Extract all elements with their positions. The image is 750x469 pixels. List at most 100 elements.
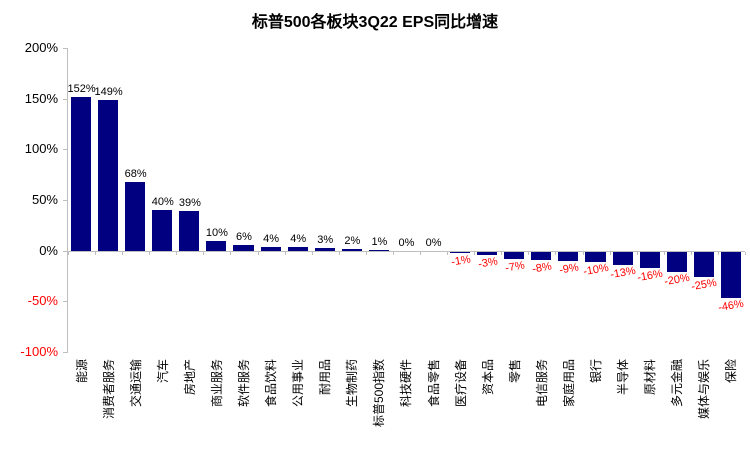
y-axis-tick (63, 149, 68, 150)
category-label: 媒体与娱乐 (697, 359, 712, 420)
bar-slot: 39% 房地产 (176, 48, 203, 469)
category-label: 食品零售 (426, 359, 441, 408)
x-axis-tick (583, 252, 584, 255)
x-axis-tick (203, 252, 204, 255)
category-label: 软件服务 (237, 359, 251, 408)
bar-slot: 68% 交通运输 (122, 48, 149, 469)
category-label: 电信服务 (534, 359, 549, 408)
bar-slot: -1% 医疗设备 (447, 48, 474, 469)
bar-slot: 4% 公用事业 (285, 48, 312, 469)
bar-slot: 1% 标普500指数 (366, 48, 393, 469)
bar-slot: -9% 家庭用品 (555, 48, 582, 469)
bar (612, 252, 633, 265)
chart-title: 标普500各板块3Q22 EPS同比增速 (251, 14, 499, 31)
y-axis-label: -100% (20, 344, 58, 359)
bar-slot: -25% 媒体与娱乐 (691, 48, 718, 469)
bar (179, 211, 200, 251)
bar-slot: 152% 能源 (67, 48, 96, 469)
y-axis-tick (63, 99, 68, 100)
y-axis-tick (63, 200, 68, 201)
category-label: 交通运输 (128, 359, 143, 408)
x-axis-tick (718, 252, 719, 255)
y-axis-label: 100% (24, 141, 58, 156)
value-label: 4% (263, 233, 280, 245)
x-axis-tick (339, 252, 340, 255)
value-label: 1% (371, 236, 388, 248)
bar (233, 245, 254, 251)
bar-slot: 10% 商业服务 (203, 48, 230, 469)
category-label: 耐用品 (318, 359, 333, 396)
value-label: 40% (151, 196, 174, 208)
category-label: 能源 (74, 359, 89, 384)
x-axis-tick (122, 252, 123, 255)
y-axis-tick (63, 251, 68, 252)
bar (314, 248, 335, 251)
category-label: 消费者服务 (101, 359, 116, 420)
y-axis-label: -50% (27, 293, 58, 308)
bar (531, 252, 552, 260)
bar-slot: 3% 耐用品 (312, 48, 339, 469)
x-axis-tick (230, 252, 231, 255)
bar (206, 241, 227, 251)
bar (585, 252, 606, 262)
bar (693, 252, 714, 277)
bar-slot: -10% 银行 (582, 48, 610, 469)
bar (368, 250, 389, 251)
category-label: 零售 (507, 359, 522, 384)
category-label: 房地产 (182, 359, 197, 396)
x-axis-tick (610, 252, 611, 255)
x-axis-tick (637, 252, 638, 255)
bar (287, 247, 308, 251)
bar-slot: 40% 汽车 (149, 48, 176, 469)
bar (477, 252, 498, 255)
x-axis-tick (393, 252, 394, 255)
value-label: 152% (67, 83, 96, 95)
x-axis-tick (501, 252, 502, 255)
value-label: -1% (449, 253, 472, 269)
x-axis-tick (555, 252, 556, 255)
bar-slot: 149% 消费者服务 (95, 48, 123, 469)
category-label: 标普500指数 (372, 359, 387, 428)
x-axis-tick (691, 252, 692, 255)
category-label: 多元金融 (670, 359, 685, 408)
bar (71, 97, 92, 251)
bar-slot: 0% 科技硬件 (393, 48, 420, 469)
value-label: -7% (504, 259, 526, 275)
value-label: -9% (558, 261, 580, 277)
bar-slot: -46% 保险 (718, 48, 745, 469)
bar-slot: 6% 软件服务 (230, 48, 257, 469)
y-axis-label: 0% (39, 243, 58, 258)
x-axis-tick (95, 252, 96, 255)
value-label: 39% (178, 197, 201, 209)
bar-slot: 2% 生物制药 (339, 48, 366, 469)
bar (98, 100, 119, 251)
x-axis-tick (745, 252, 746, 255)
y-axis-label: 50% (31, 192, 58, 207)
category-label: 汽车 (155, 359, 170, 384)
value-label: 4% (290, 233, 307, 245)
x-axis-tick (366, 252, 367, 255)
category-label: 科技硬件 (399, 359, 414, 408)
bar-slot: 4% 食品饮料 (258, 48, 285, 469)
value-label: 2% (344, 235, 361, 247)
category-label: 食品饮料 (264, 359, 279, 408)
value-label: 3% (317, 234, 334, 246)
category-label: 银行 (589, 359, 604, 384)
x-axis-tick (447, 252, 448, 255)
y-axis-tick (63, 352, 68, 353)
x-axis-tick (664, 252, 665, 255)
value-label: -20% (663, 271, 691, 289)
x-axis-tick (420, 252, 421, 255)
bars-container: 152% 能源 149% 消费者服务 68% 交通运输 40% 汽车 39% 房地产 10% 商业服务… (67, 48, 745, 469)
category-label: 半导体 (616, 359, 631, 396)
bar (720, 252, 741, 298)
category-label: 资本品 (480, 359, 495, 396)
value-label: 6% (236, 231, 252, 243)
value-label: 0% (425, 237, 442, 249)
category-label: 商业服务 (209, 359, 224, 408)
category-label: 保险 (724, 359, 739, 384)
bar (341, 249, 362, 251)
x-axis-tick (528, 252, 529, 255)
y-axis-label: 200% (24, 40, 58, 55)
bar-slot: -3% 资本品 (474, 48, 501, 469)
